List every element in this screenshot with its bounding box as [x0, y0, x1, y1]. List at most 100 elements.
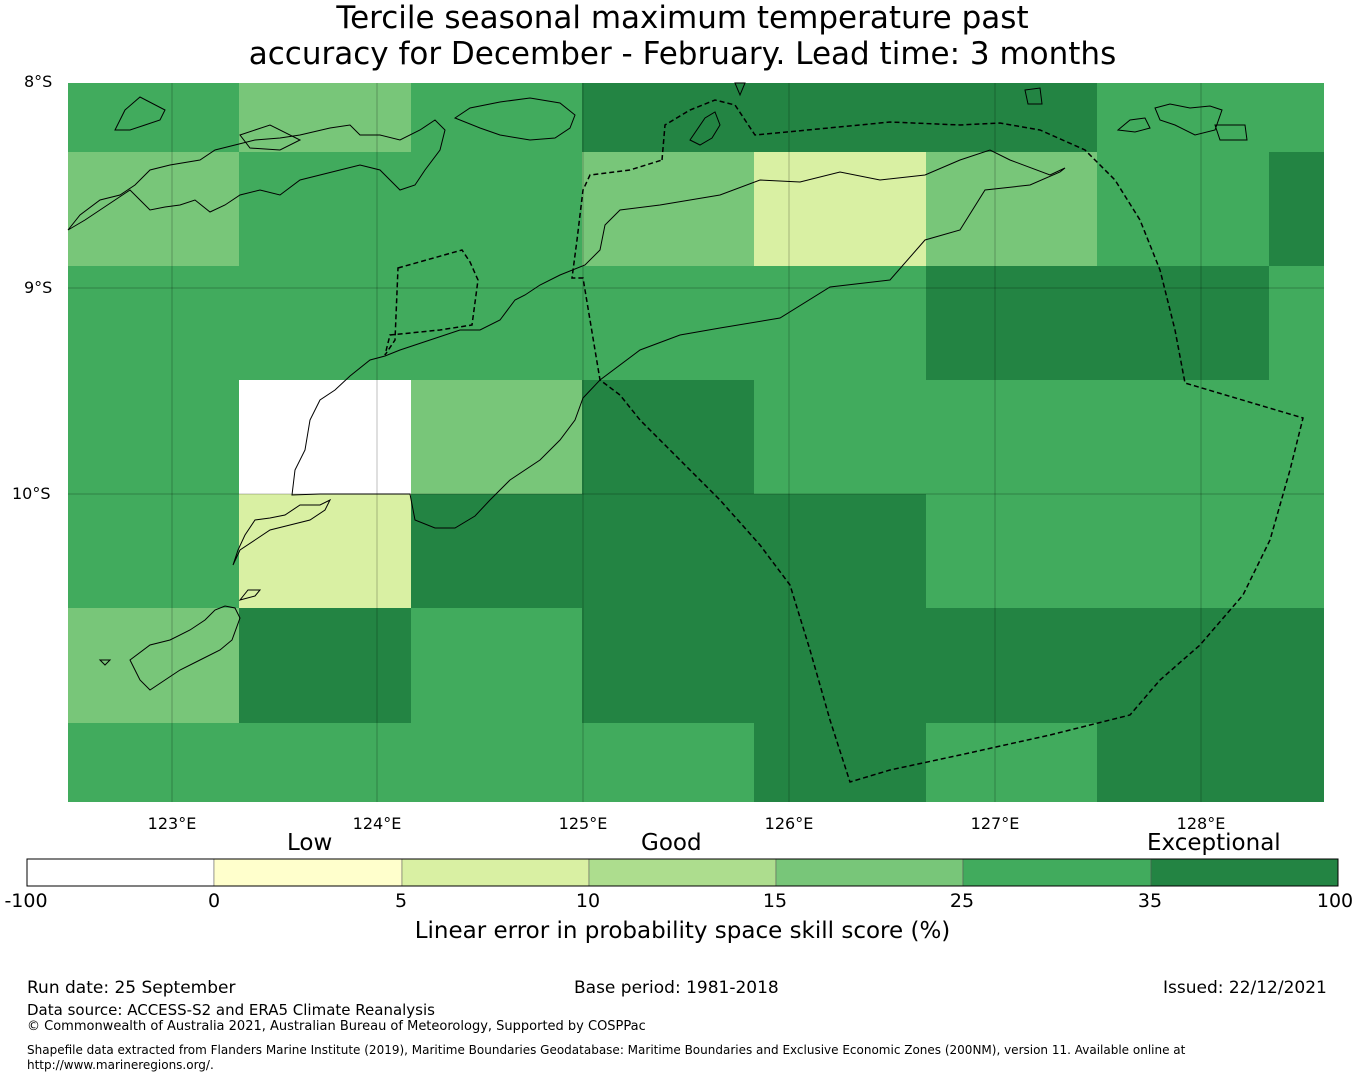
- grid-cell: [411, 152, 582, 266]
- grid-cell: [1097, 380, 1269, 494]
- graticule: [68, 83, 1324, 802]
- colorbar-tick: 100: [1316, 890, 1354, 912]
- title-line-1: Tercile seasonal maximum temperature pas…: [336, 0, 1029, 36]
- grid-cell: [1097, 494, 1269, 608]
- colorbar-segment: [26, 858, 215, 887]
- grid-cell: [1097, 723, 1269, 802]
- lon-label-125e: 125°E: [558, 814, 608, 833]
- lon-label-124e: 124°E: [352, 814, 402, 833]
- grid-cell: [411, 723, 582, 802]
- grid-cell: [239, 152, 411, 266]
- lat-label-8s: 8°S: [24, 72, 53, 91]
- grid-cell: [1269, 380, 1324, 494]
- grid-cell: [1097, 266, 1269, 380]
- grid-cells: [68, 83, 1324, 802]
- shapefile-credit-line-1: Shapefile data extracted from Flanders M…: [27, 1043, 1186, 1057]
- grid-cell: [582, 723, 754, 802]
- grid-cell: [411, 494, 582, 608]
- grid-cell: [68, 494, 239, 608]
- grid-cell: [411, 83, 582, 152]
- colorbar-segment: [775, 858, 964, 887]
- grid-cell: [926, 608, 1097, 723]
- colorbar-tick: 10: [575, 890, 601, 912]
- colorbar-label: Linear error in probability space skill …: [414, 918, 951, 944]
- colorbar-tick: 35: [1137, 890, 1163, 912]
- lat-label-10s: 10°S: [12, 484, 51, 503]
- grid-cell: [754, 380, 926, 494]
- lon-label-127e: 127°E: [970, 814, 1020, 833]
- grid-cell: [754, 723, 926, 802]
- grid-cell: [1097, 608, 1269, 723]
- grid-cell: [582, 608, 754, 723]
- grid-cell: [239, 723, 411, 802]
- grid-cell: [754, 608, 926, 723]
- grid-cell: [411, 608, 582, 723]
- coastline-east-islands: [1024, 87, 1248, 141]
- colorbar-tick: 0: [207, 890, 221, 912]
- category-good: Good: [641, 830, 702, 856]
- coastline-north-islands: [114, 96, 576, 151]
- grid-cell: [68, 83, 239, 152]
- coastlines: [67, 82, 1248, 691]
- grid-cell: [926, 266, 1097, 380]
- grid-cell: [1097, 152, 1269, 266]
- grid-cell: [582, 266, 754, 380]
- coastline-sumba-rote: [98, 498, 332, 691]
- grid-cell: [1269, 494, 1324, 608]
- colorbar-segment: [588, 858, 777, 887]
- grid-cell: [582, 152, 754, 266]
- run-date: Run date: 25 September: [27, 978, 236, 998]
- grid-cell: [411, 380, 582, 494]
- grid-cell: [754, 83, 926, 152]
- grid-cell: [1269, 723, 1324, 802]
- grid-cell: [754, 494, 926, 608]
- grid-cell: [68, 380, 239, 494]
- grid-cell: [926, 723, 1097, 802]
- grid-cell: [582, 83, 754, 152]
- grid-cell: [239, 266, 411, 380]
- copyright-notice: © Commonwealth of Australia 2021, Austra…: [27, 1019, 646, 1034]
- coastline-north-top: [734, 82, 746, 97]
- grid-cell: [582, 494, 754, 608]
- lon-label-128e: 128°E: [1176, 814, 1226, 833]
- colorbar-frame: [26, 858, 1339, 887]
- grid-cell: [926, 494, 1097, 608]
- base-period: Base period: 1981-2018: [574, 978, 779, 998]
- grid-cell: [582, 380, 754, 494]
- grid-cell: [1097, 83, 1324, 152]
- colorbar-segment: [962, 858, 1152, 887]
- eez-boundary: [384, 99, 1304, 783]
- colorbar-tick: 15: [762, 890, 788, 912]
- grid-cell: [239, 380, 411, 494]
- grid-cell: [926, 380, 1097, 494]
- colorbar: [26, 858, 1339, 887]
- grid-cell: [239, 83, 411, 152]
- lon-label-126e: 126°E: [764, 814, 814, 833]
- map-title: Tercile seasonal maximum temperature pas…: [0, 0, 1365, 72]
- category-low: Low: [287, 830, 333, 856]
- grid-cell: [68, 608, 239, 723]
- category-exceptional: Exceptional: [1147, 830, 1281, 856]
- coastline-timor: [291, 149, 1066, 529]
- coastline-wetar: [689, 111, 721, 146]
- grid-cell: [1269, 608, 1324, 723]
- lat-label-9s: 9°S: [24, 278, 53, 297]
- grid-cell: [754, 152, 926, 266]
- lon-label-123e: 123°E: [147, 814, 197, 833]
- grid-cell: [239, 608, 411, 723]
- coastline-flores: [67, 119, 446, 231]
- colorbar-tick: 25: [949, 890, 975, 912]
- colorbar-tick: -100: [4, 890, 48, 912]
- issued-date: Issued: 22/12/2021: [1163, 978, 1327, 998]
- grid-cell: [411, 266, 582, 380]
- grid-cell: [926, 152, 1097, 266]
- grid-cell: [1269, 152, 1324, 266]
- grid-cell: [68, 723, 239, 802]
- grid-cell: [926, 83, 1097, 152]
- colorbar-segment: [1150, 858, 1339, 887]
- colorbar-segment: [213, 858, 403, 887]
- eez-boundary-line: [384, 99, 1304, 783]
- colorbar-tick: 5: [394, 890, 408, 912]
- grid-cell: [1269, 266, 1324, 380]
